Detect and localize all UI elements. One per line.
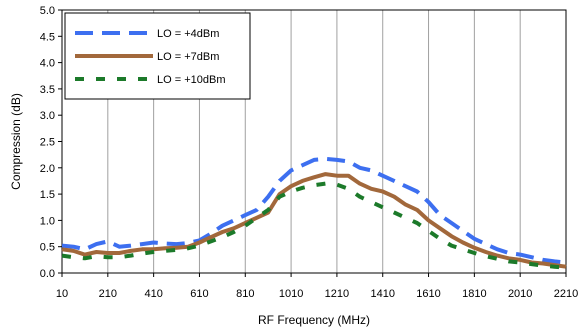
y-tick-label: 3.5 [40, 84, 55, 96]
y-tick-label: 2.5 [40, 137, 55, 149]
x-tick-label: 2210 [554, 288, 578, 300]
x-tick-label: 610 [190, 288, 208, 300]
x-tick-label: 10 [56, 288, 68, 300]
series-line-3 [61, 181, 567, 270]
y-tick-label: 2.0 [40, 163, 55, 175]
y-tick-labels: 0.0 0.5 1.0 1.5 2.0 2.5 3.0 3.5 4.0 4.5 5.0 [40, 5, 62, 280]
y-axis-title: Compression (dB) [9, 93, 23, 190]
x-tick-label: 1010 [279, 288, 303, 300]
x-tick-label: 1610 [416, 288, 440, 300]
y-tick-label: 4.5 [40, 31, 55, 43]
legend: LO = +4dBm LO = +7dBm LO = +10dBm [64, 12, 251, 100]
series-lines [61, 156, 567, 270]
legend-label-1: LO = +4dBm [157, 28, 219, 40]
series-line-2 [61, 172, 567, 269]
x-tick-label: 410 [144, 288, 162, 300]
legend-box [64, 12, 251, 100]
y-tick-label: 0.0 [40, 268, 55, 280]
x-tick-label: 1810 [462, 288, 486, 300]
x-tick-label: 1210 [325, 288, 349, 300]
y-tick-label: 0.5 [40, 242, 55, 254]
y-tick-label: 3.0 [40, 110, 55, 122]
y-tick-label: 4.0 [40, 58, 55, 70]
x-tick-labels: 10 210 410 610 810 1010 1210 1410 1610 1810 2010 22… [56, 273, 578, 300]
series-line-1 [61, 156, 567, 265]
y-tick-label: 1.0 [40, 215, 55, 227]
x-tick-label: 1410 [370, 288, 394, 300]
x-tick-label: 2010 [508, 288, 532, 300]
y-tick-label: 5.0 [40, 5, 55, 17]
x-axis-title: RF Frequency (MHz) [258, 313, 370, 327]
legend-label-3: LO = +10dBm [157, 74, 226, 86]
x-tick-label: 210 [99, 288, 117, 300]
legend-label-2: LO = +7dBm [157, 51, 219, 63]
y-tick-label: 1.5 [40, 189, 55, 201]
x-tick-label: 810 [236, 288, 254, 300]
